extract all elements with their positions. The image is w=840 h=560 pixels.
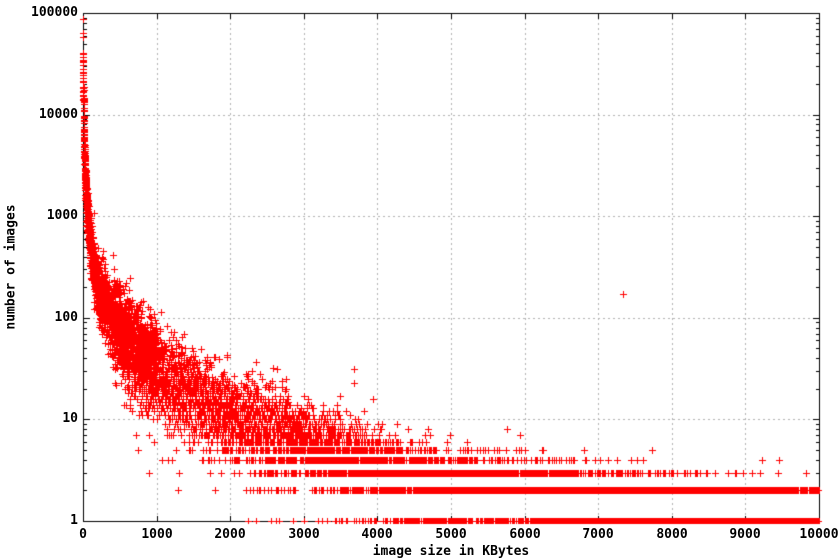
x-tick-label: 7000	[582, 527, 614, 542]
x-tick-label: 0	[79, 527, 87, 542]
y-tick-label: 10000	[38, 107, 78, 122]
y-tick-label: 1000	[46, 208, 78, 223]
x-tick-label: 6000	[509, 527, 541, 542]
x-tick-label: 3000	[288, 527, 320, 542]
x-tick-label: 8000	[656, 527, 688, 542]
x-tick-label: 5000	[435, 527, 467, 542]
y-tick-label: 10	[62, 411, 78, 426]
y-tick-label: 100000	[31, 5, 78, 20]
y-tick-label: 1	[70, 513, 78, 528]
x-tick-label: 1000	[141, 527, 173, 542]
y-axis-title: number of images	[3, 204, 19, 330]
x-tick-label: 4000	[361, 527, 393, 542]
x-axis-title: image size in KBytes	[372, 544, 530, 559]
x-tick-label: 10000	[799, 527, 839, 542]
x-tick-label: 9000	[729, 527, 761, 542]
x-tick-label: 2000	[214, 527, 246, 542]
y-tick-label: 100	[54, 310, 78, 325]
